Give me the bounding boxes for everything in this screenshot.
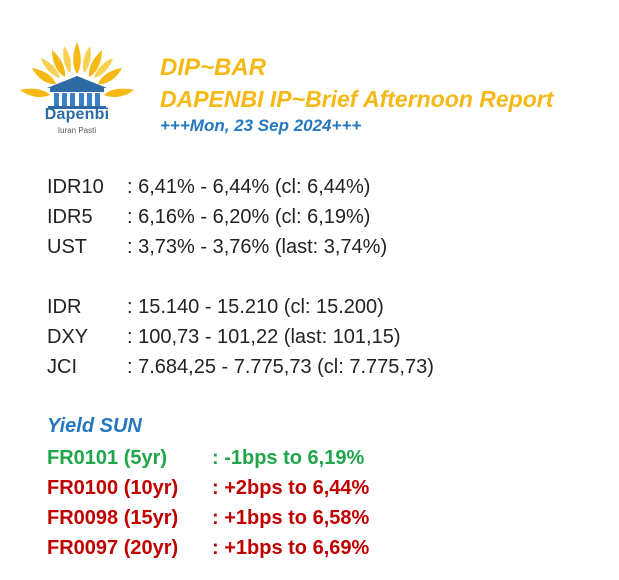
market-label: JCI bbox=[47, 356, 77, 378]
market-label: DXY bbox=[47, 326, 89, 348]
yield-series: FR0097 (20yr) bbox=[47, 537, 179, 559]
yield-row-fr0101: FR0101 (5yr) : -1bps to 6,19% bbox=[47, 443, 369, 473]
yield-row-fr0097: FR0097 (20yr) : +1bps to 6,69% bbox=[47, 533, 369, 563]
report-header: DIP~BAR DAPENBI IP~Brief Afternoon Repor… bbox=[160, 52, 553, 138]
market-value: : 15.140 - 15.210 (cl: 15.200) bbox=[127, 296, 384, 318]
yield-sun-title: Yield SUN bbox=[47, 415, 142, 437]
dapenbi-logo: Dapenbi Iuran Pasti bbox=[14, 40, 140, 146]
rate-value: : 6,41% - 6,44% (cl: 6,44%) bbox=[127, 176, 371, 198]
market-value: : 100,73 - 101,22 (last: 101,15) bbox=[127, 326, 401, 348]
rate-label: IDR5 bbox=[47, 206, 93, 228]
markets-section: IDR : 15.140 - 15.210 (cl: 15.200) DXY :… bbox=[47, 292, 434, 382]
market-row-jci: JCI : 7.684,25 - 7.775,73 (cl: 7.775,73) bbox=[47, 352, 434, 382]
logo-wordmark: Dapenbi bbox=[44, 106, 110, 123]
brand-title: DIP~BAR bbox=[160, 54, 267, 81]
market-value: : 7.684,25 - 7.775,73 (cl: 7.775,73) bbox=[127, 356, 434, 378]
rate-row-idr5: IDR5 : 6,16% - 6,20% (cl: 6,19%) bbox=[47, 202, 387, 232]
logo-tagline: Iuran Pasti bbox=[57, 126, 97, 135]
yield-series: FR0098 (15yr) bbox=[47, 507, 179, 529]
market-row-dxy: DXY : 100,73 - 101,22 (last: 101,15) bbox=[47, 322, 434, 352]
market-label: IDR bbox=[47, 296, 82, 318]
yield-change: : +1bps to 6,58% bbox=[212, 507, 370, 529]
yield-series: FR0101 (5yr) bbox=[47, 447, 168, 469]
yield-series: FR0100 (10yr) bbox=[47, 477, 179, 499]
rate-row-idr10: IDR10 : 6,41% - 6,44% (cl: 6,44%) bbox=[47, 172, 387, 202]
rate-label: UST bbox=[47, 236, 87, 258]
rate-value: : 6,16% - 6,20% (cl: 6,19%) bbox=[127, 206, 371, 228]
rates-section: IDR10 : 6,41% - 6,44% (cl: 6,44%) IDR5 :… bbox=[47, 172, 387, 262]
rate-value: : 3,73% - 3,76% (last: 3,74%) bbox=[127, 236, 388, 258]
report-title: DAPENBI IP~Brief Afternoon Report bbox=[160, 86, 554, 112]
yield-change: : -1bps to 6,19% bbox=[212, 447, 365, 469]
rate-row-ust: UST : 3,73% - 3,76% (last: 3,74%) bbox=[47, 232, 387, 262]
sun-building-emblem-icon bbox=[20, 42, 134, 109]
yield-change: : +2bps to 6,44% bbox=[212, 477, 370, 499]
yield-row-fr0098: FR0098 (15yr) : +1bps to 6,58% bbox=[47, 503, 369, 533]
yield-change: : +1bps to 6,69% bbox=[212, 537, 370, 559]
yield-sun-list: FR0101 (5yr) : -1bps to 6,19% FR0100 (10… bbox=[47, 443, 369, 563]
market-row-idr: IDR : 15.140 - 15.210 (cl: 15.200) bbox=[47, 292, 434, 322]
yield-row-fr0100: FR0100 (10yr) : +2bps to 6,44% bbox=[47, 473, 369, 503]
rate-label: IDR10 bbox=[47, 176, 104, 198]
report-date: +++Mon, 23 Sep 2024+++ bbox=[160, 116, 362, 135]
